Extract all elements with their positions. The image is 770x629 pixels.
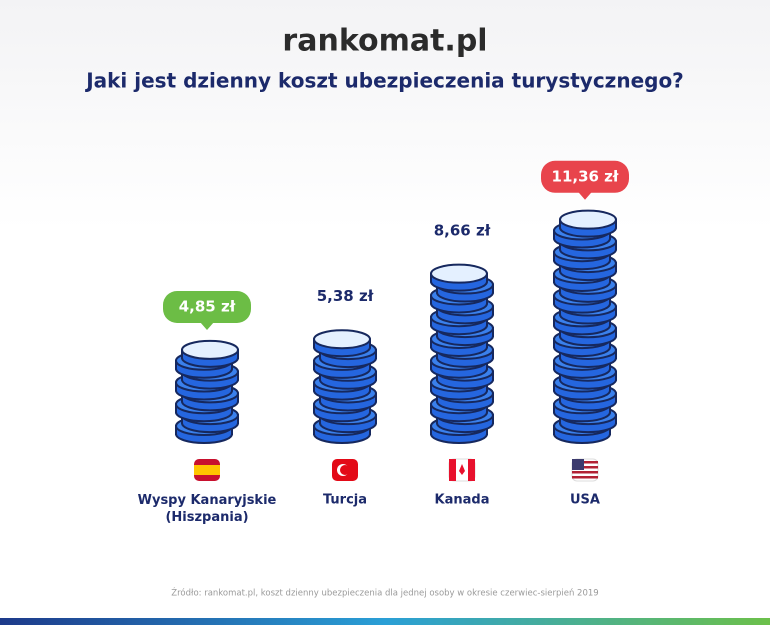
coin-stack	[553, 209, 617, 444]
category-label: USA	[570, 493, 600, 508]
flag	[449, 459, 456, 481]
source: Źródło: rankomat.pl, koszt dzienny ubezp…	[171, 587, 598, 599]
flag	[194, 465, 220, 475]
flag	[459, 464, 465, 475]
label-bubble	[541, 160, 629, 193]
chart-title: Jaki jest dzienny koszt ubezpieczenia tu…	[84, 69, 684, 93]
value-label: 4,85 zł	[179, 298, 236, 316]
category-label: Wyspy Kanaryjskie (Hiszpania)	[138, 493, 277, 525]
background	[0, 0, 770, 230]
flag	[572, 476, 598, 479]
value-label: 5,38 zł	[317, 287, 374, 305]
coin-stack	[430, 263, 494, 444]
coin	[181, 339, 239, 360]
coin	[313, 329, 371, 350]
label-bubble	[200, 322, 214, 330]
coin	[559, 209, 617, 230]
category-label: Turcja	[323, 493, 367, 508]
footer-stripe	[0, 618, 770, 625]
coin	[430, 263, 488, 284]
brand: rankomat.pl	[282, 24, 487, 59]
flag-icon	[332, 459, 358, 481]
value-label: 11,36 zł	[552, 167, 619, 185]
flag-icon	[448, 458, 476, 482]
flag	[572, 466, 598, 469]
flag-icon	[571, 458, 599, 482]
coin-stack	[175, 339, 239, 444]
category-label: Kanada	[435, 493, 490, 508]
flag	[572, 459, 584, 470]
coin-stack	[313, 329, 377, 444]
label-bubble	[163, 291, 251, 323]
value-label: 8,66 zł	[434, 221, 491, 239]
label-bubble	[578, 191, 592, 200]
flag	[572, 471, 598, 474]
flag	[468, 459, 475, 481]
flag	[572, 461, 598, 464]
flag-icon	[194, 459, 220, 481]
flag	[340, 465, 350, 475]
